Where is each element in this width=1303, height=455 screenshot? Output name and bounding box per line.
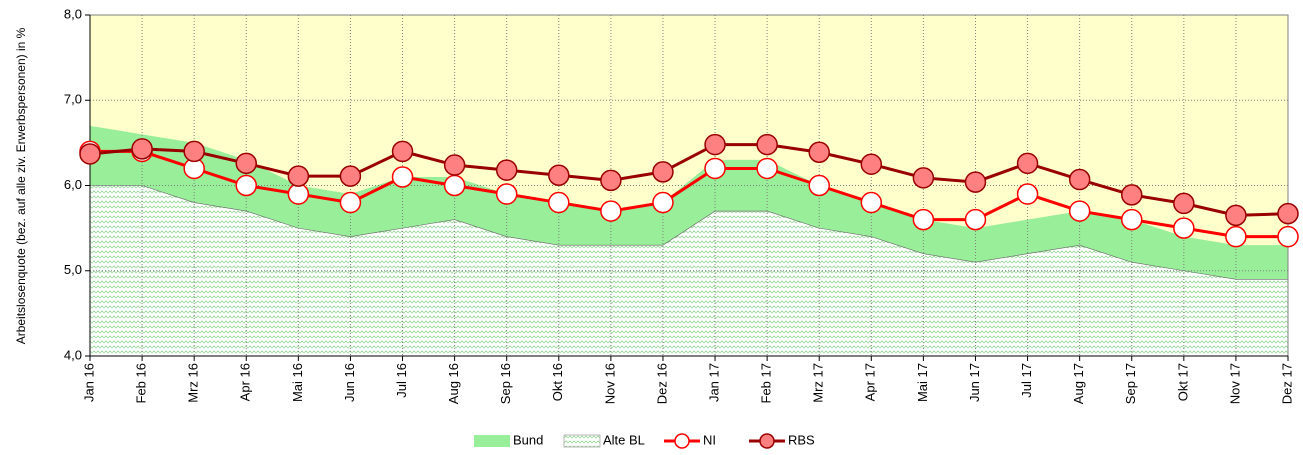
marker (704, 133, 726, 156)
x-tick-label: Jul 17 (1019, 363, 1034, 398)
marker (600, 169, 622, 192)
x-tick-label: Feb 16 (134, 363, 149, 403)
legend-label: NI (703, 432, 716, 447)
marker (339, 165, 362, 187)
marker (1173, 217, 1195, 239)
marker (287, 183, 310, 205)
marker (235, 174, 258, 197)
x-tick-label: Jul 16 (394, 363, 409, 398)
x-tick-label: Mai 16 (290, 363, 305, 402)
x-tick-label: Jun 17 (967, 363, 982, 402)
x-tick-label: Aug 16 (446, 363, 461, 404)
marker (652, 161, 674, 183)
marker (443, 174, 466, 197)
marker (912, 167, 935, 189)
marker (1068, 200, 1091, 222)
x-tick-label: Apr 17 (863, 363, 878, 401)
x-tick-label: Mai 17 (915, 363, 930, 402)
marker (1225, 225, 1247, 248)
y-tick-label: 6,0 (64, 177, 82, 192)
y-tick-label: 5,0 (64, 262, 82, 277)
x-tick-label: Jun 16 (342, 363, 357, 402)
marker (1277, 225, 1299, 248)
x-tick-label: Nov 17 (1227, 363, 1242, 404)
y-tick-label: 4,0 (64, 347, 82, 362)
legend-label: RBS (788, 432, 815, 447)
area (89, 185, 1289, 357)
marker (600, 200, 622, 222)
marker (1173, 192, 1195, 215)
marker (756, 157, 778, 180)
x-tick-label: Apr 16 (238, 363, 253, 401)
marker (235, 152, 258, 175)
marker (652, 191, 674, 214)
x-tick-label: Jan 16 (81, 363, 96, 402)
legend-label: Bund (513, 432, 543, 447)
y-tick-label: 7,0 (64, 92, 82, 107)
x-tick-label: Okt 17 (1175, 363, 1190, 401)
marker (756, 133, 778, 156)
x-tick-label: Sep 16 (498, 363, 513, 404)
legend-swatch (474, 435, 510, 447)
legend-label: Alte BL (603, 432, 645, 447)
marker (964, 208, 987, 231)
x-tick-label: Dez 16 (654, 363, 669, 404)
marker (495, 159, 518, 181)
x-tick-label: Sep 17 (1123, 363, 1138, 404)
x-tick-label: Mrz 16 (186, 363, 201, 403)
marker (131, 138, 153, 160)
x-tick-label: Aug 17 (1071, 363, 1086, 404)
marker (287, 165, 310, 187)
marker (1120, 208, 1143, 231)
marker (1277, 202, 1299, 225)
x-tick-label: Nov 16 (602, 363, 617, 404)
x-tick-label: Mrz 17 (811, 363, 826, 403)
x-tick-label: Okt 16 (550, 363, 565, 401)
marker (860, 153, 883, 175)
marker (79, 143, 101, 165)
marker (391, 166, 414, 188)
marker (339, 191, 362, 214)
marker (808, 141, 830, 164)
marker (912, 208, 935, 231)
marker (1068, 168, 1091, 191)
marker (183, 140, 205, 163)
legend-marker (759, 433, 775, 449)
marker (495, 183, 518, 205)
marker (1225, 204, 1247, 227)
marker (548, 191, 570, 214)
marker (964, 171, 987, 193)
marker (808, 174, 830, 197)
marker (443, 154, 466, 176)
marker (548, 164, 570, 187)
marker (704, 157, 726, 180)
marker (1016, 152, 1039, 175)
marker (391, 140, 414, 163)
x-tick-label: Feb 17 (759, 363, 774, 403)
marker (1016, 183, 1039, 205)
y-axis-title: Arbeitslosenquote (bez. auf alle ziv. Er… (14, 27, 28, 344)
marker (1120, 184, 1143, 206)
marker (860, 191, 883, 214)
legend-marker (674, 433, 690, 449)
x-tick-label: Dez 17 (1279, 363, 1294, 404)
x-tick-label: Jan 17 (706, 363, 721, 402)
y-tick-label: 8,0 (64, 6, 82, 21)
legend-swatch (563, 434, 601, 448)
